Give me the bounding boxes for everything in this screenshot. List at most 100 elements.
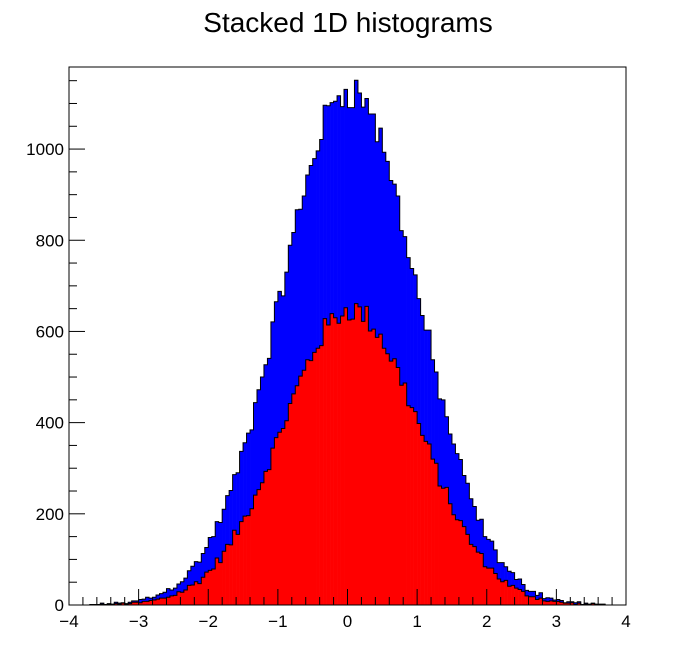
- histogram-bar-bottom: [156, 599, 160, 605]
- histogram-bar-top: [183, 578, 188, 590]
- histogram-bar-bottom: [532, 596, 536, 605]
- histogram-bar-top: [169, 589, 174, 596]
- histogram-bar-top: [486, 539, 491, 569]
- histogram-bar-top: [424, 330, 428, 442]
- histogram-bar-bottom: [424, 441, 428, 605]
- histogram-bar-bottom: [500, 581, 505, 605]
- x-tick-label: 2: [482, 612, 491, 631]
- histogram-bar-top: [330, 102, 334, 314]
- histogram-bar-bottom: [323, 318, 327, 605]
- histogram-bar-top: [298, 209, 303, 377]
- histogram-bar-bottom: [486, 568, 491, 605]
- histogram-bar-bottom: [281, 428, 286, 605]
- histogram-bar-bottom: [190, 584, 195, 605]
- histogram-bar-top: [152, 597, 157, 600]
- histogram-bar-bottom: [462, 526, 467, 605]
- histogram-bar-top: [410, 268, 414, 408]
- histogram-bar-top: [573, 602, 578, 605]
- histogram-bar-bottom: [135, 602, 139, 605]
- y-tick-label: 1000: [26, 140, 64, 159]
- histogram-bar-top: [204, 547, 209, 573]
- histogram-bar-top: [465, 483, 470, 535]
- histogram-bar-bottom: [392, 358, 397, 605]
- histogram-bar-top: [260, 377, 265, 483]
- histogram-bar-top: [382, 152, 387, 349]
- histogram-bar-top: [577, 601, 582, 604]
- histogram-bar-bottom: [145, 601, 150, 605]
- x-tick-label: 3: [552, 612, 561, 631]
- y-tick-label: 600: [36, 322, 64, 341]
- histogram-bar-top: [277, 291, 282, 433]
- histogram-bars: [69, 79, 626, 606]
- histogram-bar-top: [389, 180, 394, 362]
- histogram-bar-top: [420, 315, 425, 436]
- histogram-bar-top: [333, 101, 338, 318]
- histogram-bar-bottom: [438, 486, 442, 605]
- histogram-bar-bottom: [232, 530, 237, 605]
- histogram-bar-top: [375, 141, 380, 338]
- histogram-bar-top: [253, 402, 258, 496]
- histogram-bar-bottom: [399, 385, 404, 605]
- histogram-bar-bottom: [169, 595, 174, 605]
- histogram-bar-top: [364, 98, 369, 307]
- y-tick-label: 0: [55, 596, 64, 615]
- histogram-bar-bottom: [455, 519, 460, 605]
- histogram-bar-bottom: [347, 320, 352, 605]
- histogram-bar-top: [518, 579, 522, 590]
- histogram-bar-top: [187, 570, 192, 586]
- histogram-bar-top: [403, 236, 407, 383]
- histogram-bar-top: [243, 442, 247, 517]
- histogram-bar-top: [256, 389, 261, 490]
- histogram-bar-bottom: [490, 568, 495, 605]
- histogram-bar-top: [284, 272, 289, 421]
- histogram-bar-top: [263, 364, 268, 472]
- histogram-bar-top: [458, 459, 463, 521]
- histogram-bar-top: [176, 584, 181, 592]
- histogram-bar-top: [392, 184, 397, 359]
- histogram-bar-bottom: [225, 544, 230, 605]
- histogram-bar-bottom: [326, 325, 331, 605]
- histogram-bar-top: [479, 519, 484, 554]
- histogram-bar-top: [236, 472, 240, 535]
- histogram-bar-top: [295, 209, 300, 386]
- histogram-bar-bottom: [549, 600, 554, 605]
- histogram-bar-top: [448, 434, 453, 504]
- histogram-bar-top: [497, 562, 501, 580]
- histogram-bar-bottom: [211, 568, 216, 605]
- histogram-bar-top: [493, 549, 498, 574]
- chart-title: Stacked 1D histograms: [203, 7, 492, 38]
- histogram-bar-bottom: [389, 361, 394, 605]
- histogram-bar-top: [444, 416, 449, 488]
- histogram-bar-top: [538, 592, 543, 599]
- histogram-bar-top: [340, 106, 345, 316]
- histogram-bar-bottom: [420, 435, 425, 605]
- histogram-bar-bottom: [291, 393, 296, 605]
- histogram-bar-bottom: [396, 367, 401, 605]
- histogram-bar-bottom: [497, 579, 501, 605]
- histogram-bar-bottom: [166, 597, 171, 605]
- histogram-bar-bottom: [340, 315, 345, 605]
- histogram-bar-bottom: [204, 572, 209, 605]
- histogram-bar-bottom: [250, 508, 254, 605]
- histogram-bar-top: [542, 598, 547, 601]
- histogram-bar-bottom: [263, 471, 268, 605]
- histogram-bar-bottom: [483, 566, 488, 605]
- histogram-bar-top: [156, 594, 160, 600]
- histogram-bar-bottom: [344, 307, 348, 605]
- histogram-bar-top: [427, 330, 432, 445]
- histogram-bar-bottom: [504, 580, 508, 605]
- histogram-bar-top: [354, 80, 359, 304]
- histogram-bar-bottom: [368, 330, 373, 605]
- histogram-bar-bottom: [382, 348, 387, 605]
- histogram-bar-bottom: [246, 515, 251, 605]
- histogram-bar-bottom: [173, 595, 178, 605]
- histogram-bar-top: [215, 521, 219, 559]
- histogram-bar-bottom: [194, 581, 199, 605]
- histogram-bar-top: [347, 107, 352, 321]
- stack-total-outline: [69, 79, 626, 606]
- histogram-bar-top: [312, 158, 317, 353]
- histogram-bar-bottom: [218, 562, 223, 605]
- histogram-bar-bottom: [364, 306, 369, 605]
- histogram-bar-bottom: [417, 423, 421, 605]
- histogram-bar-bottom: [357, 306, 362, 605]
